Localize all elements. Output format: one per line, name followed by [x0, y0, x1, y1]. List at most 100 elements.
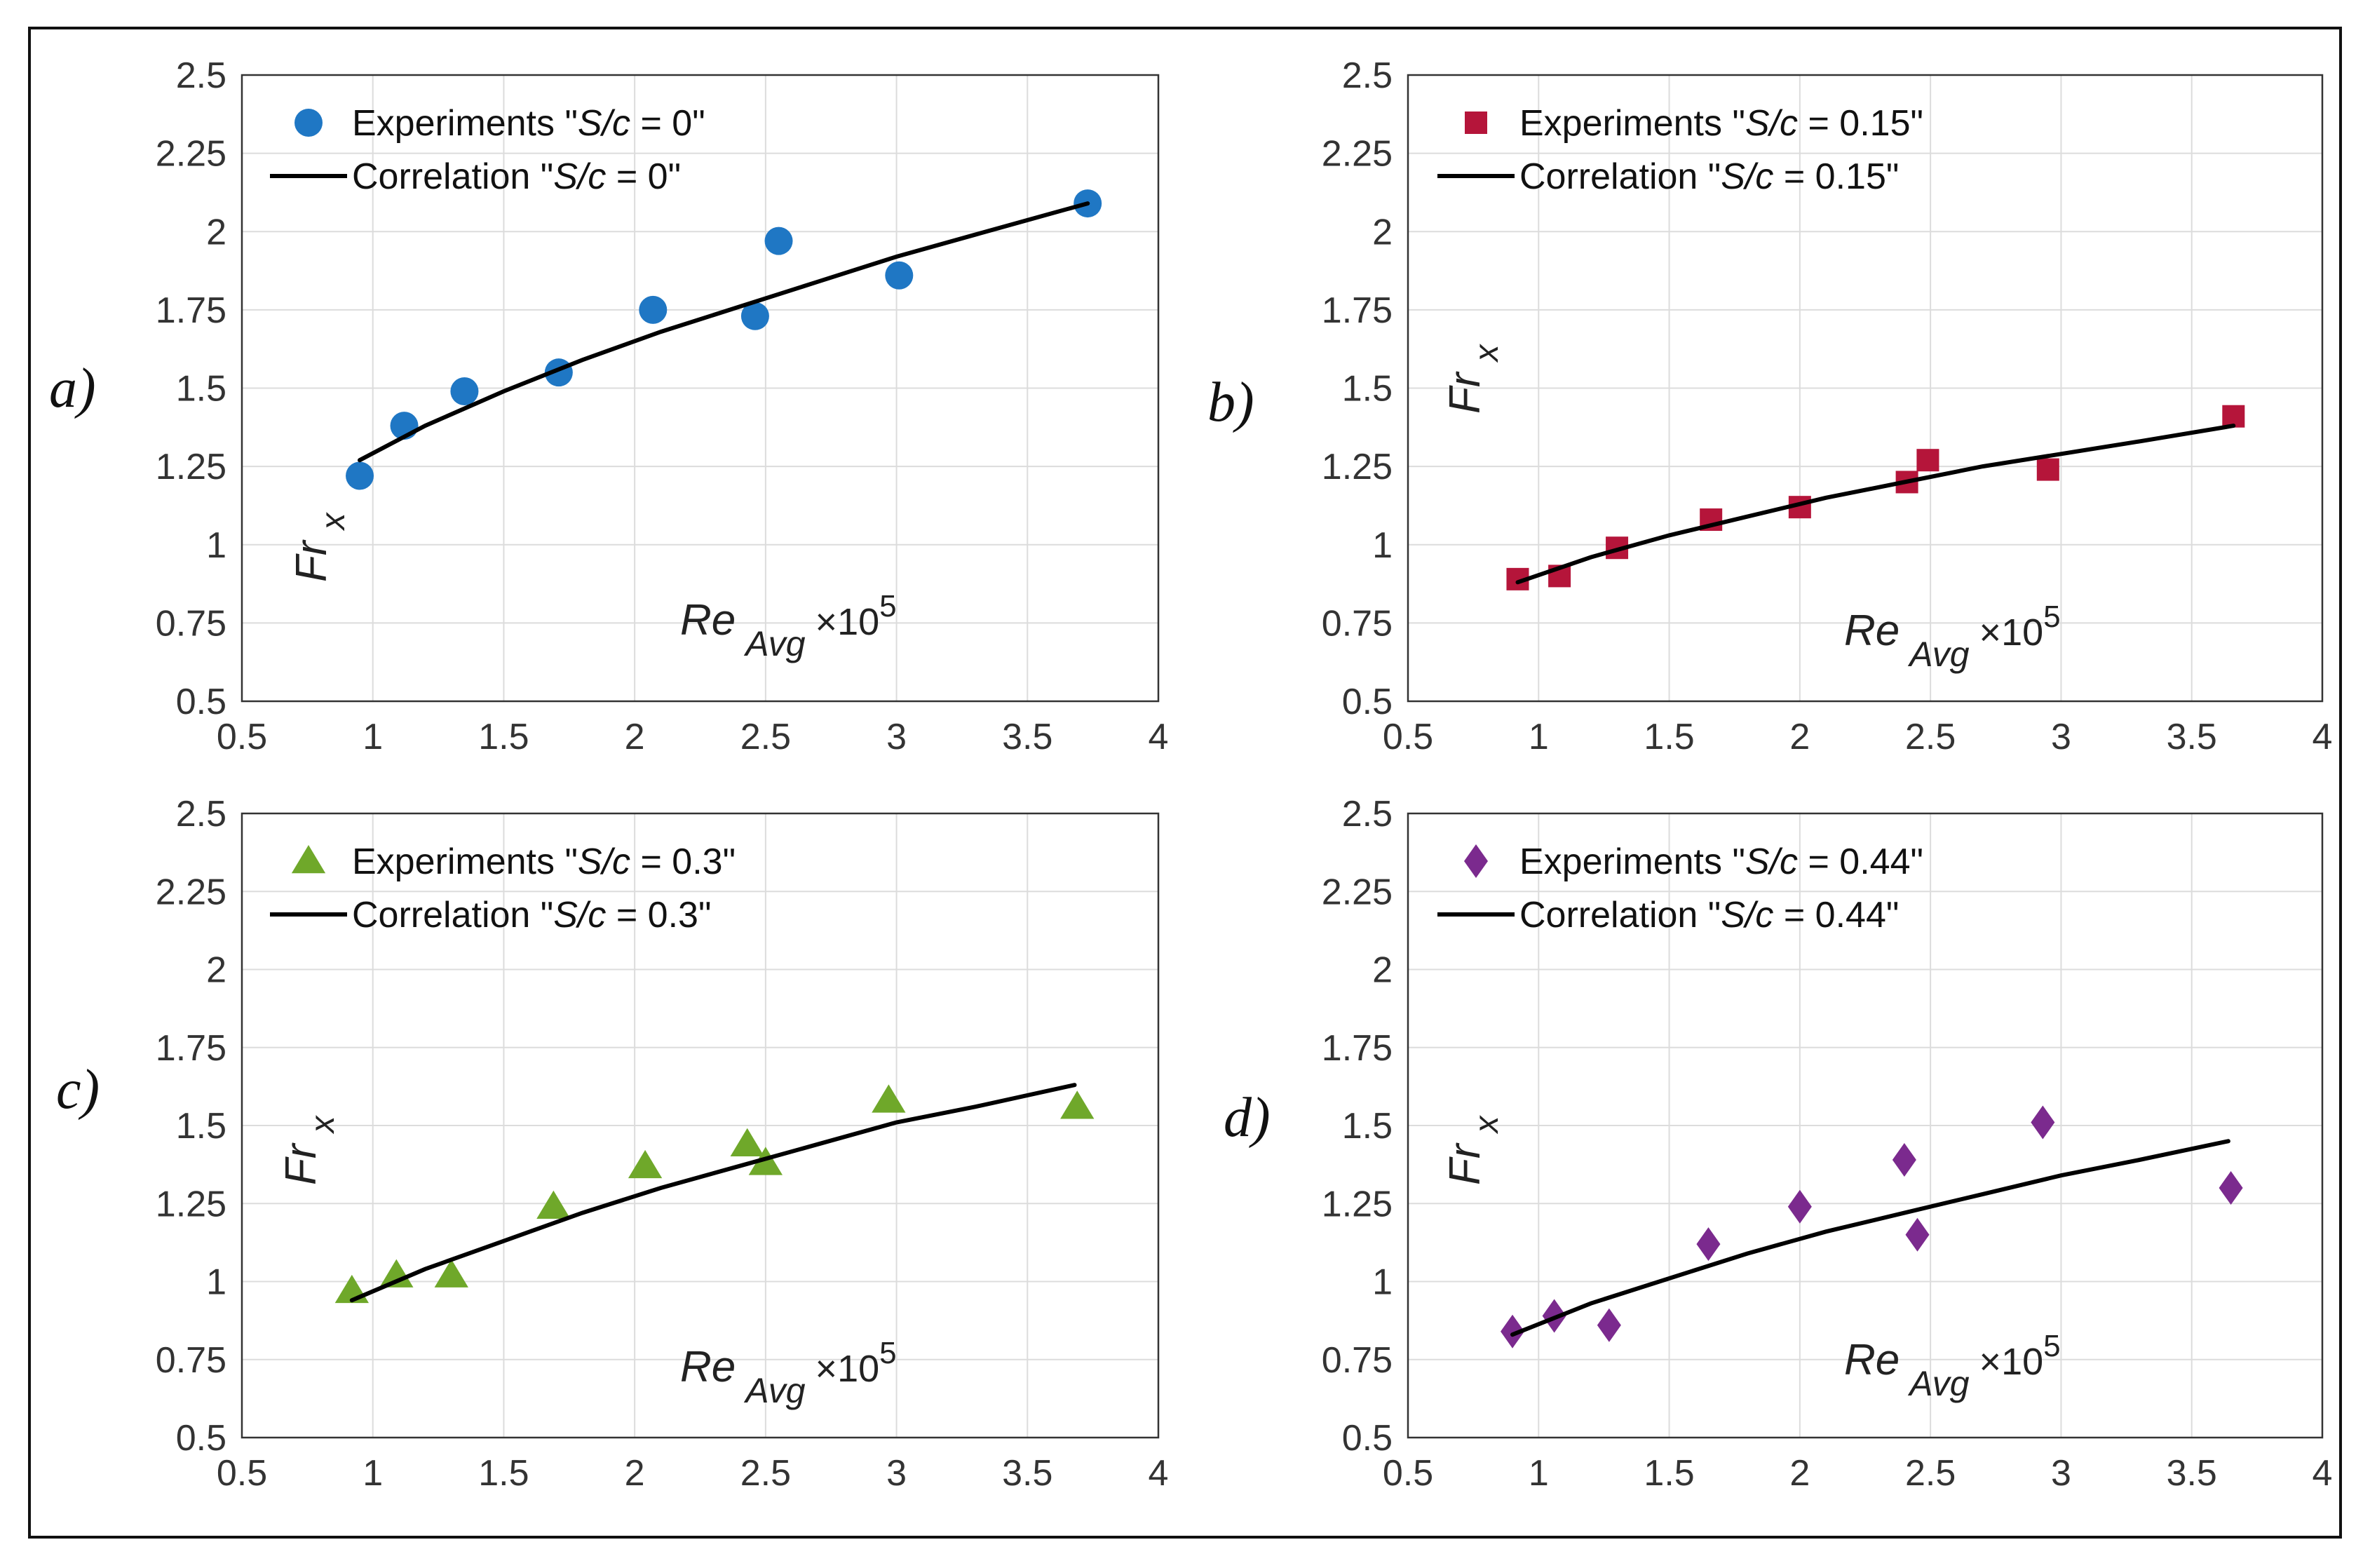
experiment-point — [1905, 1217, 1930, 1252]
correlation-line — [1515, 424, 2236, 585]
legend-entry: Experiments "S/c = 0.3" — [352, 842, 736, 882]
x-axis-label: Re Avg×105 — [680, 589, 897, 663]
experiment-point — [764, 227, 793, 255]
plot-area-box — [241, 812, 1160, 1439]
x-tick-label: 1.5 — [478, 717, 529, 757]
correlation-line — [358, 201, 1090, 463]
x-axis-label: Re Avg×105 — [680, 1336, 897, 1410]
x-axis-label: Re Avg×105 — [1844, 600, 2061, 674]
y-tick-label: 1 — [206, 1262, 226, 1303]
legend-entry: Correlation "S/c = 0.15" — [1519, 156, 1899, 197]
x-tick-label: 3 — [2051, 1453, 2071, 1494]
experiment-point — [1501, 1314, 1525, 1349]
y-tick-label: 1.25 — [156, 1184, 226, 1224]
y-tick-label: 2 — [1372, 950, 1393, 991]
x-tick-label: 1 — [363, 1453, 383, 1494]
figure-frame — [28, 27, 2342, 1539]
x-tick-label: 4 — [1149, 717, 1169, 757]
y-tick-label: 2.5 — [1342, 55, 1393, 96]
x-tick-label: 0.5 — [1383, 717, 1433, 757]
y-tick-label: 0.5 — [176, 682, 226, 722]
y-tick-label: 2 — [206, 950, 226, 991]
y-tick-label: 2.25 — [156, 134, 226, 175]
y-axis-label: Frx — [287, 511, 352, 582]
experiment-point — [872, 1084, 906, 1113]
y-tick-label: 0.5 — [176, 1418, 226, 1459]
y-tick-label: 2.5 — [176, 55, 226, 96]
chart-panel-a: 0.5 1 1.5 2 2.5 3 3.5 4 0.5 0.75 1 1.25 1.5 1.75 2 2.25… — [49, 55, 1168, 757]
x-tick-label: 2 — [625, 1453, 645, 1494]
x-tick-label: 1.5 — [1644, 1453, 1694, 1494]
y-tick-label: 1.25 — [156, 447, 226, 487]
x-tick-label: 4 — [1149, 1453, 1169, 1494]
plot-area-box — [1407, 812, 2324, 1439]
x-tick-label: 3.5 — [1002, 1453, 1052, 1494]
experiment-point — [2036, 458, 2059, 481]
y-tick-label: 1.5 — [1342, 369, 1393, 410]
y-axis-label: Frx — [277, 1114, 341, 1185]
x-tick-label: 4 — [2313, 717, 2333, 757]
x-tick-label: 3 — [886, 1453, 907, 1494]
x-tick-label: 2 — [1789, 1453, 1810, 1494]
y-tick-label: 1.75 — [1322, 290, 1393, 331]
experiment-point — [740, 302, 769, 330]
experiment-point — [450, 377, 479, 405]
experiment-point — [628, 1149, 663, 1179]
legend-marker-swatch — [291, 845, 326, 874]
legend-entry: Experiments "S/c = 0.15" — [1519, 103, 1923, 144]
experiment-point — [1787, 1189, 1812, 1224]
experiment-point — [639, 295, 668, 324]
panel-label: a) — [49, 358, 96, 419]
chart-panel-d: 0.5 1 1.5 2 2.5 3 3.5 4 0.5 0.75 1 1.25 1.5 1.75 2 2.25… — [1224, 794, 2332, 1494]
panel-label: d) — [1224, 1087, 1271, 1149]
x-tick-label: 2.5 — [740, 1453, 791, 1494]
experiment-point — [885, 261, 914, 290]
y-tick-label: 0.5 — [1342, 682, 1393, 722]
x-tick-label: 2.5 — [1905, 717, 1956, 757]
x-tick-label: 2 — [1789, 717, 1810, 757]
x-tick-label: 0.5 — [1383, 1453, 1433, 1494]
legend-entry: Correlation "S/c = 0.44" — [1519, 895, 1899, 935]
panel-label: c) — [56, 1059, 100, 1121]
experiment-point — [1696, 1227, 1721, 1262]
x-tick-label: 2 — [625, 717, 645, 757]
experiment-point — [1892, 1142, 1916, 1177]
x-tick-label: 1.5 — [1644, 717, 1694, 757]
legend-entry: Correlation "S/c = 0" — [352, 156, 681, 197]
y-tick-label: 1 — [206, 525, 226, 566]
x-tick-label: 3.5 — [1002, 717, 1052, 757]
legend-entry: Correlation "S/c = 0.3" — [352, 895, 711, 935]
x-tick-label: 4 — [2313, 1453, 2333, 1494]
plot-area-box — [1407, 74, 2324, 703]
panel-label: b) — [1207, 372, 1254, 433]
x-tick-label: 2.5 — [1905, 1453, 1956, 1494]
experiment-point — [346, 461, 374, 490]
y-tick-label: 1 — [1372, 1262, 1393, 1303]
experiment-point — [1060, 1090, 1095, 1119]
y-tick-label: 0.5 — [1342, 1418, 1393, 1459]
experiment-point — [434, 1259, 468, 1287]
y-tick-label: 1.25 — [1322, 447, 1393, 487]
legend-entry: Experiments "S/c = 0" — [352, 103, 705, 144]
x-tick-label: 0.5 — [217, 717, 267, 757]
experiment-point — [1597, 1308, 1621, 1342]
x-tick-label: 3 — [886, 717, 907, 757]
y-tick-label: 0.75 — [1322, 1340, 1393, 1381]
x-tick-label: 1 — [1529, 1453, 1549, 1494]
chart-panel-b: 0.5 1 1.5 2 2.5 3 3.5 4 0.5 0.75 1 1.25 1.5 1.75 2 2.25… — [1207, 55, 2332, 757]
y-tick-label: 0.75 — [156, 1340, 226, 1381]
x-tick-label: 3.5 — [2167, 717, 2217, 757]
correlation-line — [349, 1083, 1077, 1303]
y-tick-label: 1.5 — [1342, 1106, 1393, 1147]
y-tick-label: 1.75 — [1322, 1028, 1393, 1069]
y-tick-label: 2.5 — [1342, 794, 1393, 834]
x-tick-label: 1 — [363, 717, 383, 757]
x-tick-label: 0.5 — [217, 1453, 267, 1494]
y-tick-label: 2.25 — [1322, 134, 1393, 175]
y-tick-label: 1.5 — [176, 369, 226, 410]
y-tick-label: 1 — [1372, 525, 1393, 566]
experiment-point — [1916, 449, 1939, 472]
experiment-point — [536, 1190, 571, 1219]
y-tick-label: 2 — [1372, 212, 1393, 252]
